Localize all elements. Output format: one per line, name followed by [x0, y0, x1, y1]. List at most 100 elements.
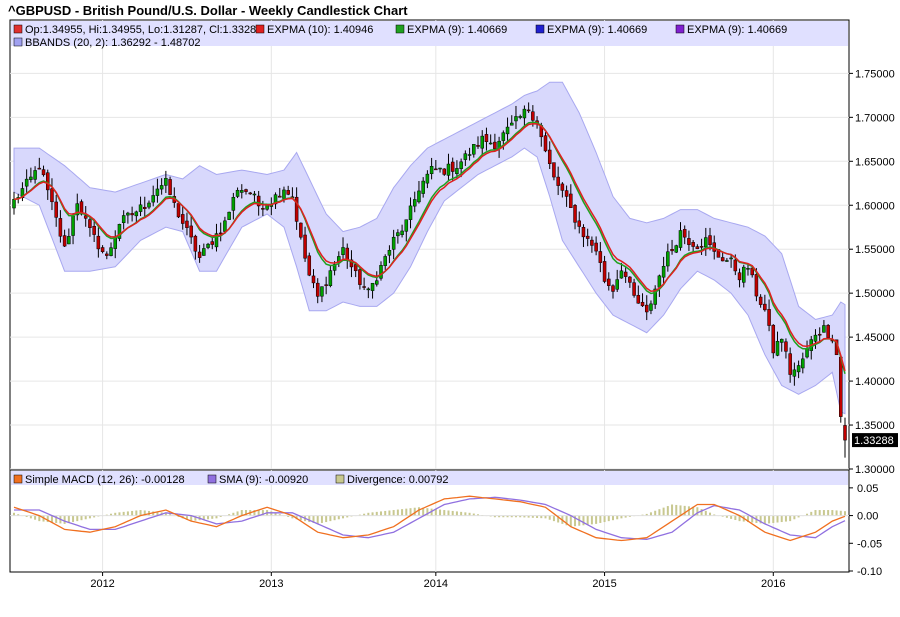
divergence-bar	[451, 510, 454, 516]
candle	[328, 265, 333, 288]
macd-panel-frame	[9, 469, 850, 573]
legend-swatch	[395, 24, 405, 34]
divergence-bar	[333, 515, 336, 521]
divergence-bar	[654, 510, 657, 516]
legend-item: EXPMA (9): 1.40669	[395, 24, 507, 36]
candle-body	[754, 274, 759, 297]
candle-body	[387, 250, 392, 256]
candle	[632, 278, 636, 298]
candle	[767, 299, 771, 332]
candle	[699, 238, 704, 255]
candle	[54, 194, 58, 227]
divergence-bar	[417, 507, 420, 516]
candle	[143, 196, 147, 218]
divergence-bar	[126, 511, 129, 516]
divergence-bar	[114, 512, 117, 516]
divergence-bar	[228, 514, 231, 516]
divergence-bar	[713, 514, 716, 516]
divergence-bar	[709, 512, 712, 516]
divergence-bar	[611, 515, 614, 521]
candle-body	[147, 202, 151, 208]
divergence-bar	[211, 515, 214, 519]
candle	[193, 234, 198, 260]
x-tick-label: 2012	[90, 578, 114, 590]
divergence-bar	[645, 513, 648, 516]
divergence-bar	[599, 515, 602, 523]
candle-body	[564, 190, 569, 197]
candle-body	[62, 235, 67, 247]
divergence-bar	[759, 515, 762, 524]
candle	[602, 255, 607, 284]
candle-body	[493, 141, 497, 150]
candle	[450, 157, 455, 181]
legend-swatch	[13, 474, 23, 484]
candle-body	[180, 214, 185, 224]
candle	[273, 192, 278, 209]
divergence-bar	[704, 510, 707, 516]
candle	[813, 329, 818, 349]
divergence-bar	[367, 512, 370, 516]
candle-body	[33, 170, 37, 180]
candle-body	[514, 116, 518, 122]
candle-body	[370, 282, 375, 291]
candle	[412, 191, 417, 213]
legend-item: EXPMA (9): 1.40669	[535, 24, 647, 36]
candle	[109, 242, 113, 257]
candle	[324, 276, 328, 295]
candle-body	[315, 282, 320, 297]
divergence-bar	[586, 515, 589, 525]
y-tick-label: 1.50000	[855, 288, 895, 300]
candle-body	[674, 245, 679, 253]
candle	[801, 352, 805, 374]
candle	[58, 210, 63, 243]
candle-body	[256, 195, 261, 207]
divergence-bar	[671, 504, 674, 516]
macd-legend-bg	[11, 471, 848, 485]
candle	[67, 228, 71, 245]
candle-body	[467, 154, 472, 156]
candle-body	[45, 172, 50, 191]
divergence-bar	[590, 515, 593, 525]
candle	[88, 216, 92, 237]
candle	[105, 251, 109, 260]
candle-body	[345, 247, 349, 261]
candle	[138, 196, 143, 217]
candle-body	[640, 301, 645, 307]
candle-body	[50, 188, 54, 203]
divergence-bar	[835, 510, 838, 516]
candle-body	[273, 194, 278, 205]
divergence-bar	[620, 515, 623, 519]
candle	[581, 224, 586, 248]
y-tick-label: 1.55000	[855, 244, 895, 256]
candle-body	[687, 238, 691, 245]
candle-body	[805, 348, 809, 358]
divergence-bar	[776, 515, 779, 523]
divergence-bar	[552, 515, 555, 522]
divergence-bar	[342, 515, 345, 519]
macd-y-tick-label: 0.05	[857, 483, 878, 495]
divergence-bar	[232, 512, 235, 516]
candle-body	[425, 173, 430, 184]
macd-panel	[9, 469, 850, 573]
price-legend-bg	[11, 21, 848, 46]
candle	[92, 218, 96, 243]
candle-body	[231, 197, 236, 211]
candle-body	[383, 256, 387, 266]
chart-title: ^GBPUSD - British Pound/U.S. Dollar - We…	[8, 3, 408, 18]
divergence-bar	[46, 515, 49, 523]
expma10-line	[13, 123, 846, 372]
divergence-bar	[768, 515, 771, 524]
divergence-bar	[422, 507, 425, 516]
divergence-bar	[540, 515, 543, 519]
candle	[784, 338, 788, 359]
divergence-bar	[536, 515, 539, 518]
divergence-bar	[413, 507, 416, 516]
divergence-bar	[725, 515, 728, 518]
candle-body	[657, 275, 662, 288]
candle	[159, 178, 164, 195]
candle-body	[632, 282, 636, 296]
candle-body	[552, 162, 556, 178]
divergence-bar	[295, 515, 298, 520]
legend-swatch	[207, 474, 217, 484]
divergence-bar	[426, 508, 429, 516]
